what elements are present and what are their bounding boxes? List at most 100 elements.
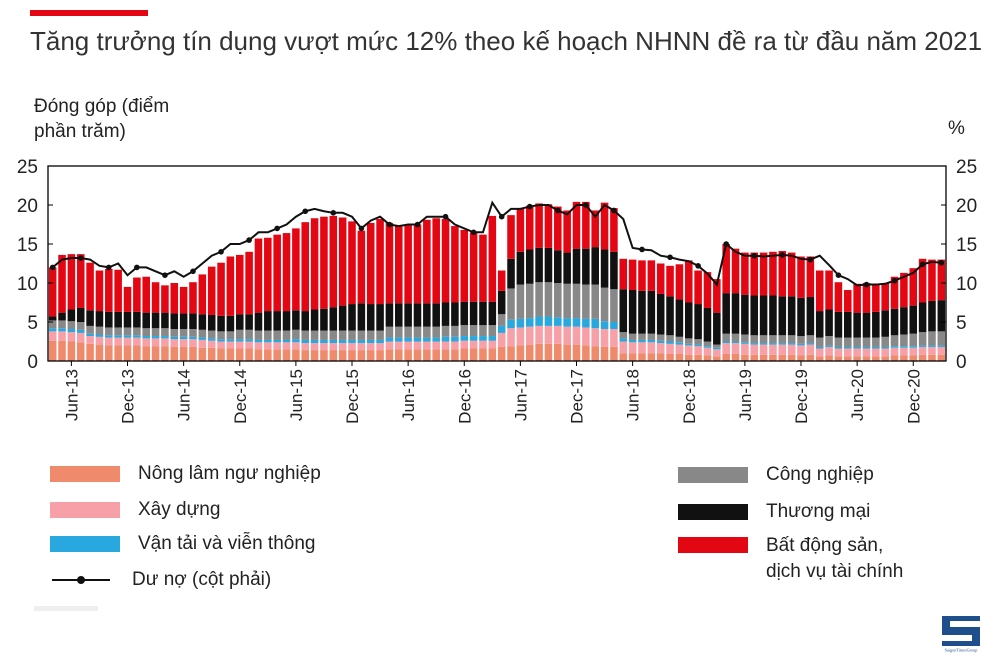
bar-segment-agri	[460, 348, 469, 361]
bar-segment-construction	[544, 325, 553, 344]
bar-segment-commerce	[881, 310, 889, 337]
bar-segment-construction	[86, 336, 94, 344]
bar-segment-transport	[254, 339, 263, 343]
bar-segment-transport	[713, 347, 721, 350]
bar-segment-realestate	[226, 256, 235, 316]
bar-segment-realestate	[235, 254, 244, 315]
bar-segment-commerce	[451, 302, 459, 326]
bar-segment-agri	[133, 345, 141, 361]
y-tick-label-right: 25	[956, 157, 977, 178]
bar-segment-realestate	[488, 215, 497, 302]
bar-segment-agri	[703, 355, 712, 361]
bar-segment-transport	[338, 339, 347, 344]
bar-segment-commerce	[385, 303, 394, 327]
bar-segment-construction	[329, 343, 338, 351]
bar-segment-agri	[535, 343, 543, 361]
bar-segment-commerce	[853, 312, 861, 338]
bar-segment-construction	[264, 342, 272, 350]
bar-segment-industry	[638, 333, 646, 340]
bar-segment-industry	[610, 289, 618, 322]
bar-segment-industry	[95, 326, 104, 335]
bar-segment-commerce	[890, 308, 899, 336]
bar-segment-commerce	[395, 303, 403, 327]
bar-segment-commerce	[432, 303, 440, 327]
bar-segment-commerce	[713, 312, 721, 345]
bar-segment-realestate	[937, 259, 946, 301]
bar-segment-industry	[497, 314, 506, 326]
bar-segment-construction	[507, 328, 515, 347]
bar-segment-industry	[853, 337, 861, 347]
bar-segment-commerce	[610, 251, 618, 290]
bar-segment-realestate	[619, 258, 628, 290]
bar-segment-transport	[525, 318, 534, 327]
y-tick-label-left: 0	[27, 352, 38, 373]
legend-swatch-agri	[50, 466, 120, 482]
bar-segment-transport	[825, 345, 833, 347]
bar-segment-construction	[525, 326, 534, 345]
bar-segment-industry	[189, 329, 197, 337]
bar-segment-agri	[348, 350, 356, 361]
bar-segment-industry	[67, 321, 76, 330]
bar-segment-industry	[759, 335, 768, 344]
bar-segment-agri	[638, 353, 646, 361]
bar-segment-transport	[207, 338, 216, 341]
bar-segment-agri	[890, 355, 899, 361]
bar-segment-industry	[797, 336, 805, 344]
bar-segment-transport	[666, 341, 674, 344]
bar-segment-realestate	[507, 215, 515, 259]
bar-segment-realestate	[900, 272, 908, 308]
bar-segment-construction	[441, 341, 450, 350]
bar-segment-realestate	[572, 201, 581, 249]
bar-segment-construction	[348, 343, 356, 351]
bar-segment-agri	[329, 350, 338, 361]
bar-segment-transport	[48, 328, 57, 332]
legend-label-commerce: Thương mại	[766, 501, 871, 522]
bar-segment-realestate	[684, 260, 693, 303]
legend-line-debt	[52, 573, 110, 587]
bar-segment-realestate	[404, 224, 412, 304]
bar-segment-construction	[834, 348, 843, 357]
legend-swatch-realestate	[678, 537, 748, 553]
bar-segment-realestate	[366, 222, 375, 305]
bar-segment-construction	[918, 346, 927, 355]
bar-segment-construction	[853, 348, 861, 357]
bar-segment-transport	[282, 339, 291, 343]
bar-segment-construction	[713, 349, 721, 357]
bar-segment-industry	[881, 336, 889, 347]
legend-item-commerce: Thương mại	[678, 501, 870, 523]
bar-segment-realestate	[881, 283, 889, 311]
bar-segment-realestate	[497, 270, 506, 291]
bar-segment-commerce	[722, 293, 730, 334]
bar-segment-realestate	[114, 269, 122, 312]
y-tick-label-left: 10	[17, 274, 38, 295]
bar-segment-industry	[666, 335, 674, 342]
bar-segment-commerce	[647, 290, 656, 334]
bar-segment-construction	[497, 332, 506, 347]
bar-segment-commerce	[834, 311, 843, 338]
bar-segment-transport	[750, 343, 759, 345]
bar-segment-realestate	[872, 283, 880, 312]
bar-segment-agri	[404, 349, 412, 361]
bar-segment-transport	[834, 346, 843, 349]
bar-segment-industry	[310, 330, 319, 340]
bar-segment-realestate	[76, 254, 85, 308]
bar-segment-transport	[507, 319, 515, 329]
bar-segment-agri	[750, 354, 759, 361]
bar-segment-commerce	[404, 303, 412, 327]
bar-segment-transport	[684, 343, 693, 346]
bar-segment-agri	[656, 353, 665, 361]
bar-segment-agri	[376, 350, 384, 361]
bar-segment-transport	[600, 321, 609, 330]
bar-segment-agri	[451, 349, 459, 361]
bar-segment-construction	[366, 343, 375, 351]
bar-segment-commerce	[48, 316, 57, 321]
bar-segment-transport	[329, 339, 338, 344]
bar-segment-commerce	[198, 314, 207, 330]
bar-segment-transport	[469, 336, 478, 341]
bar-segment-agri	[105, 345, 113, 361]
bar-segment-agri	[441, 349, 450, 361]
bar-segment-industry	[469, 325, 478, 337]
bar-segment-realestate	[301, 222, 310, 312]
bar-segment-realestate	[338, 217, 347, 306]
bar-segment-realestate	[806, 256, 815, 298]
